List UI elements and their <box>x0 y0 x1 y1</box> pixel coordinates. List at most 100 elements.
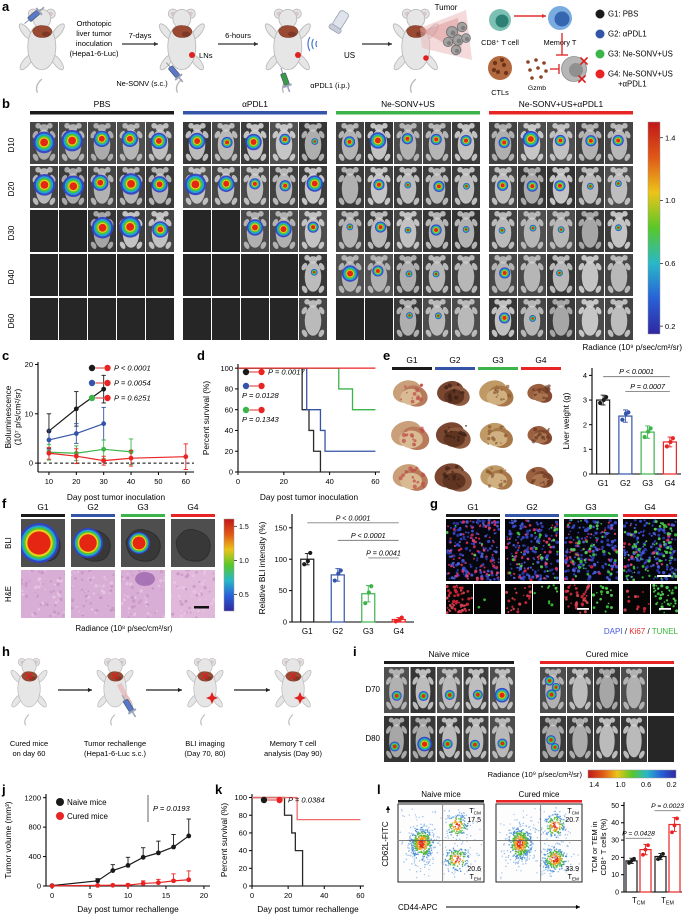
panel-d-survival-chart: 0 20 40 60 0 20 40 60 80 100 Day post tumor inocul… <box>201 364 380 502</box>
svg-text:20: 20 <box>72 477 80 486</box>
svg-text:G3: G3 <box>492 355 504 365</box>
bli-mouse-image <box>567 716 593 762</box>
bli-mouse-image <box>489 166 517 208</box>
group-color-bar <box>392 367 432 370</box>
svg-text:liver tumor: liver tumor <box>76 29 112 38</box>
svg-text:CD8⁺ T cell: CD8⁺ T cell <box>481 38 519 47</box>
flow-plot <box>495 803 583 883</box>
svg-text:1.0: 1.0 <box>615 780 625 788</box>
panel-label-k: k <box>215 782 223 797</box>
svg-text:D10: D10 <box>7 137 16 152</box>
bli-mouse-image <box>437 667 462 713</box>
svg-text:40: 40 <box>325 477 333 486</box>
bli-mouse-image <box>88 298 116 340</box>
bli-mouse-image <box>423 298 451 340</box>
svg-text:60: 60 <box>225 405 233 414</box>
svg-text:1.5: 1.5 <box>239 524 249 531</box>
bli-liver-image <box>71 519 115 567</box>
group-color-bar <box>478 367 518 370</box>
liver-photo <box>435 422 471 449</box>
svg-text:0: 0 <box>37 882 41 891</box>
svg-text:P < 0.0001: P < 0.0001 <box>114 364 151 373</box>
gzmb-dot <box>530 76 534 80</box>
bli-mouse-image <box>299 166 327 208</box>
tunel-image <box>533 584 560 614</box>
svg-text:PBS: PBS <box>94 99 111 109</box>
bli-mouse-image <box>384 716 409 762</box>
bli-mouse-image <box>183 210 211 252</box>
bli-mouse-image <box>270 122 298 164</box>
bli-mouse-image <box>336 298 364 340</box>
bli-mouse-image <box>183 166 211 208</box>
svg-text:10: 10 <box>45 477 53 486</box>
svg-text:17.5: 17.5 <box>467 817 481 824</box>
bli-mouse-image <box>648 667 674 713</box>
mouse-schematic <box>274 658 312 726</box>
svg-text:Ne-SONV (s.c.): Ne-SONV (s.c.) <box>116 79 167 88</box>
gzmb-dot <box>536 66 540 70</box>
svg-text:Naive mice: Naive mice <box>67 798 107 807</box>
svg-text:G2: G2 <box>449 355 461 365</box>
panel-k-survival-chart: 0 20 40 60 0 20 40 60 80 100 Day post tumor rechal… <box>219 793 365 914</box>
bli-mouse-image <box>365 122 393 164</box>
svg-text:2: 2 <box>583 420 587 429</box>
panel-label-l: l <box>377 782 381 797</box>
bli-mouse-image <box>241 166 269 208</box>
bli-mouse-image <box>117 166 145 208</box>
bli-mouse-image <box>605 210 633 252</box>
bli-mouse-image <box>59 166 87 208</box>
mouse-schematic <box>10 658 48 726</box>
bli-mouse-image <box>88 166 116 208</box>
svg-text:P = 0.0054: P = 0.0054 <box>114 379 151 388</box>
fluorescence-merged-image <box>564 519 618 581</box>
bli-liver-image <box>171 519 215 567</box>
panel-label-b: b <box>2 96 10 111</box>
bli-mouse-image <box>146 122 174 164</box>
panel-e-liver-photos-and-weight: G1 G2 G3 G4 0 1 2 3 4 Liver weight (g) G1 G2 G3 G4 P <… <box>391 355 681 492</box>
bli-mouse-image <box>30 210 58 252</box>
panel-b-bli-grid: PBS αPDL1 Ne-SONV+US Ne-SONV+US+αPDL1 D10 D20… <box>7 99 682 352</box>
svg-text:Memory T: Memory T <box>544 38 577 47</box>
bli-mouse-image <box>518 166 546 208</box>
svg-text:100: 100 <box>234 793 247 802</box>
bli-mouse-image <box>576 122 604 164</box>
svg-text:Naive mice: Naive mice <box>428 649 469 659</box>
svg-text:1: 1 <box>583 445 587 454</box>
bli-mouse-image <box>423 122 451 164</box>
bli-mouse-image <box>648 716 674 762</box>
liver-photo <box>391 421 430 451</box>
svg-text:G2: G2 <box>332 627 343 636</box>
bli-mouse-image <box>394 254 422 296</box>
bli-mouse-image <box>489 254 517 296</box>
svg-text:Liver weight (g): Liver weight (g) <box>561 392 571 449</box>
group-color-bar <box>489 111 633 115</box>
svg-text:1.4: 1.4 <box>589 780 599 788</box>
svg-text:0.2: 0.2 <box>665 322 675 331</box>
bli-mouse-image <box>547 166 575 208</box>
liver-photo <box>392 464 428 491</box>
svg-text:0: 0 <box>236 477 240 486</box>
mouse-schematic <box>18 8 65 94</box>
bli-mouse-image <box>88 122 116 164</box>
bli-mouse-image <box>490 667 515 713</box>
bli-liver-image <box>121 519 165 567</box>
svg-text:analysis (Day 90): analysis (Day 90) <box>264 749 322 758</box>
bli-liver-image <box>21 519 65 567</box>
bli-mouse-image <box>117 254 145 296</box>
legend-dot <box>595 9 605 19</box>
svg-text:100: 100 <box>220 364 233 373</box>
liver-photo <box>479 422 513 449</box>
gzmb-dot <box>539 75 543 79</box>
bli-mouse-image <box>576 210 604 252</box>
svg-text:1.0: 1.0 <box>239 558 249 565</box>
mouse-schematic <box>264 8 311 94</box>
svg-text:inoculation: inoculation <box>76 39 112 48</box>
bli-mouse-image <box>437 716 462 762</box>
svg-text:P < 0.0001: P < 0.0001 <box>336 513 371 522</box>
legend-dot <box>595 69 605 79</box>
panel-label-j: j <box>2 782 6 797</box>
bli-mouse-image <box>547 298 575 340</box>
bli-mouse-image <box>518 122 546 164</box>
bli-mouse-image <box>88 210 116 252</box>
panel-l-flow-cytometry: Naive mice Cured miceTCM17.520.6TEMTCM20.… <box>381 790 684 912</box>
